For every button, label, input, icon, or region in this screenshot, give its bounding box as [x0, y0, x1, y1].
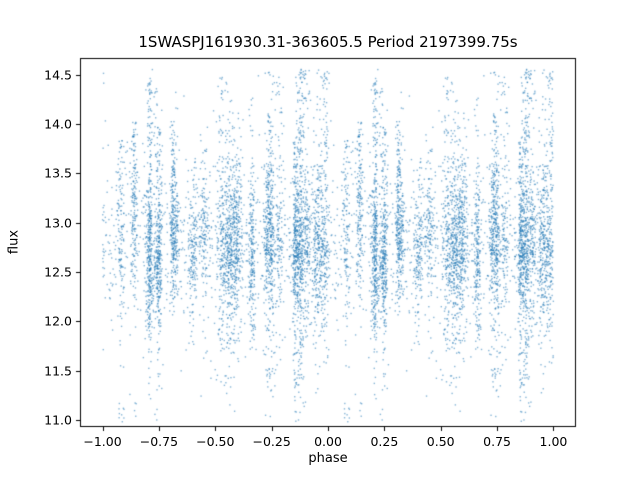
y-tick-label: 13.5 — [44, 165, 72, 181]
x-tick-label: −0.75 — [139, 434, 179, 449]
chart-title: 1SWASPJ161930.31-363605.5 Period 2197399… — [138, 33, 518, 51]
x-tick-label: −1.00 — [83, 434, 122, 449]
x-tick-label: 0.50 — [426, 434, 455, 449]
x-tick-label: 0.75 — [483, 434, 511, 449]
y-tick-label: 12.5 — [44, 264, 72, 280]
x-tick-label: −0.50 — [196, 434, 235, 449]
x-tick-label: −0.25 — [252, 434, 291, 449]
y-axis-label: flux — [6, 229, 22, 255]
x-tick-label: 1.00 — [539, 434, 568, 449]
x-tick-label: 0.00 — [314, 434, 342, 449]
x-tick-label: 0.25 — [370, 434, 399, 449]
y-tick-label: 11.5 — [44, 363, 72, 379]
y-tick-label: 12.0 — [44, 313, 72, 329]
x-axis-label: phase — [308, 451, 348, 466]
y-tick-label: 14.5 — [44, 67, 72, 83]
y-tick-label: 11.0 — [44, 412, 72, 428]
y-tick-label: 14.0 — [44, 116, 72, 132]
y-tick-label: 13.0 — [44, 215, 72, 231]
